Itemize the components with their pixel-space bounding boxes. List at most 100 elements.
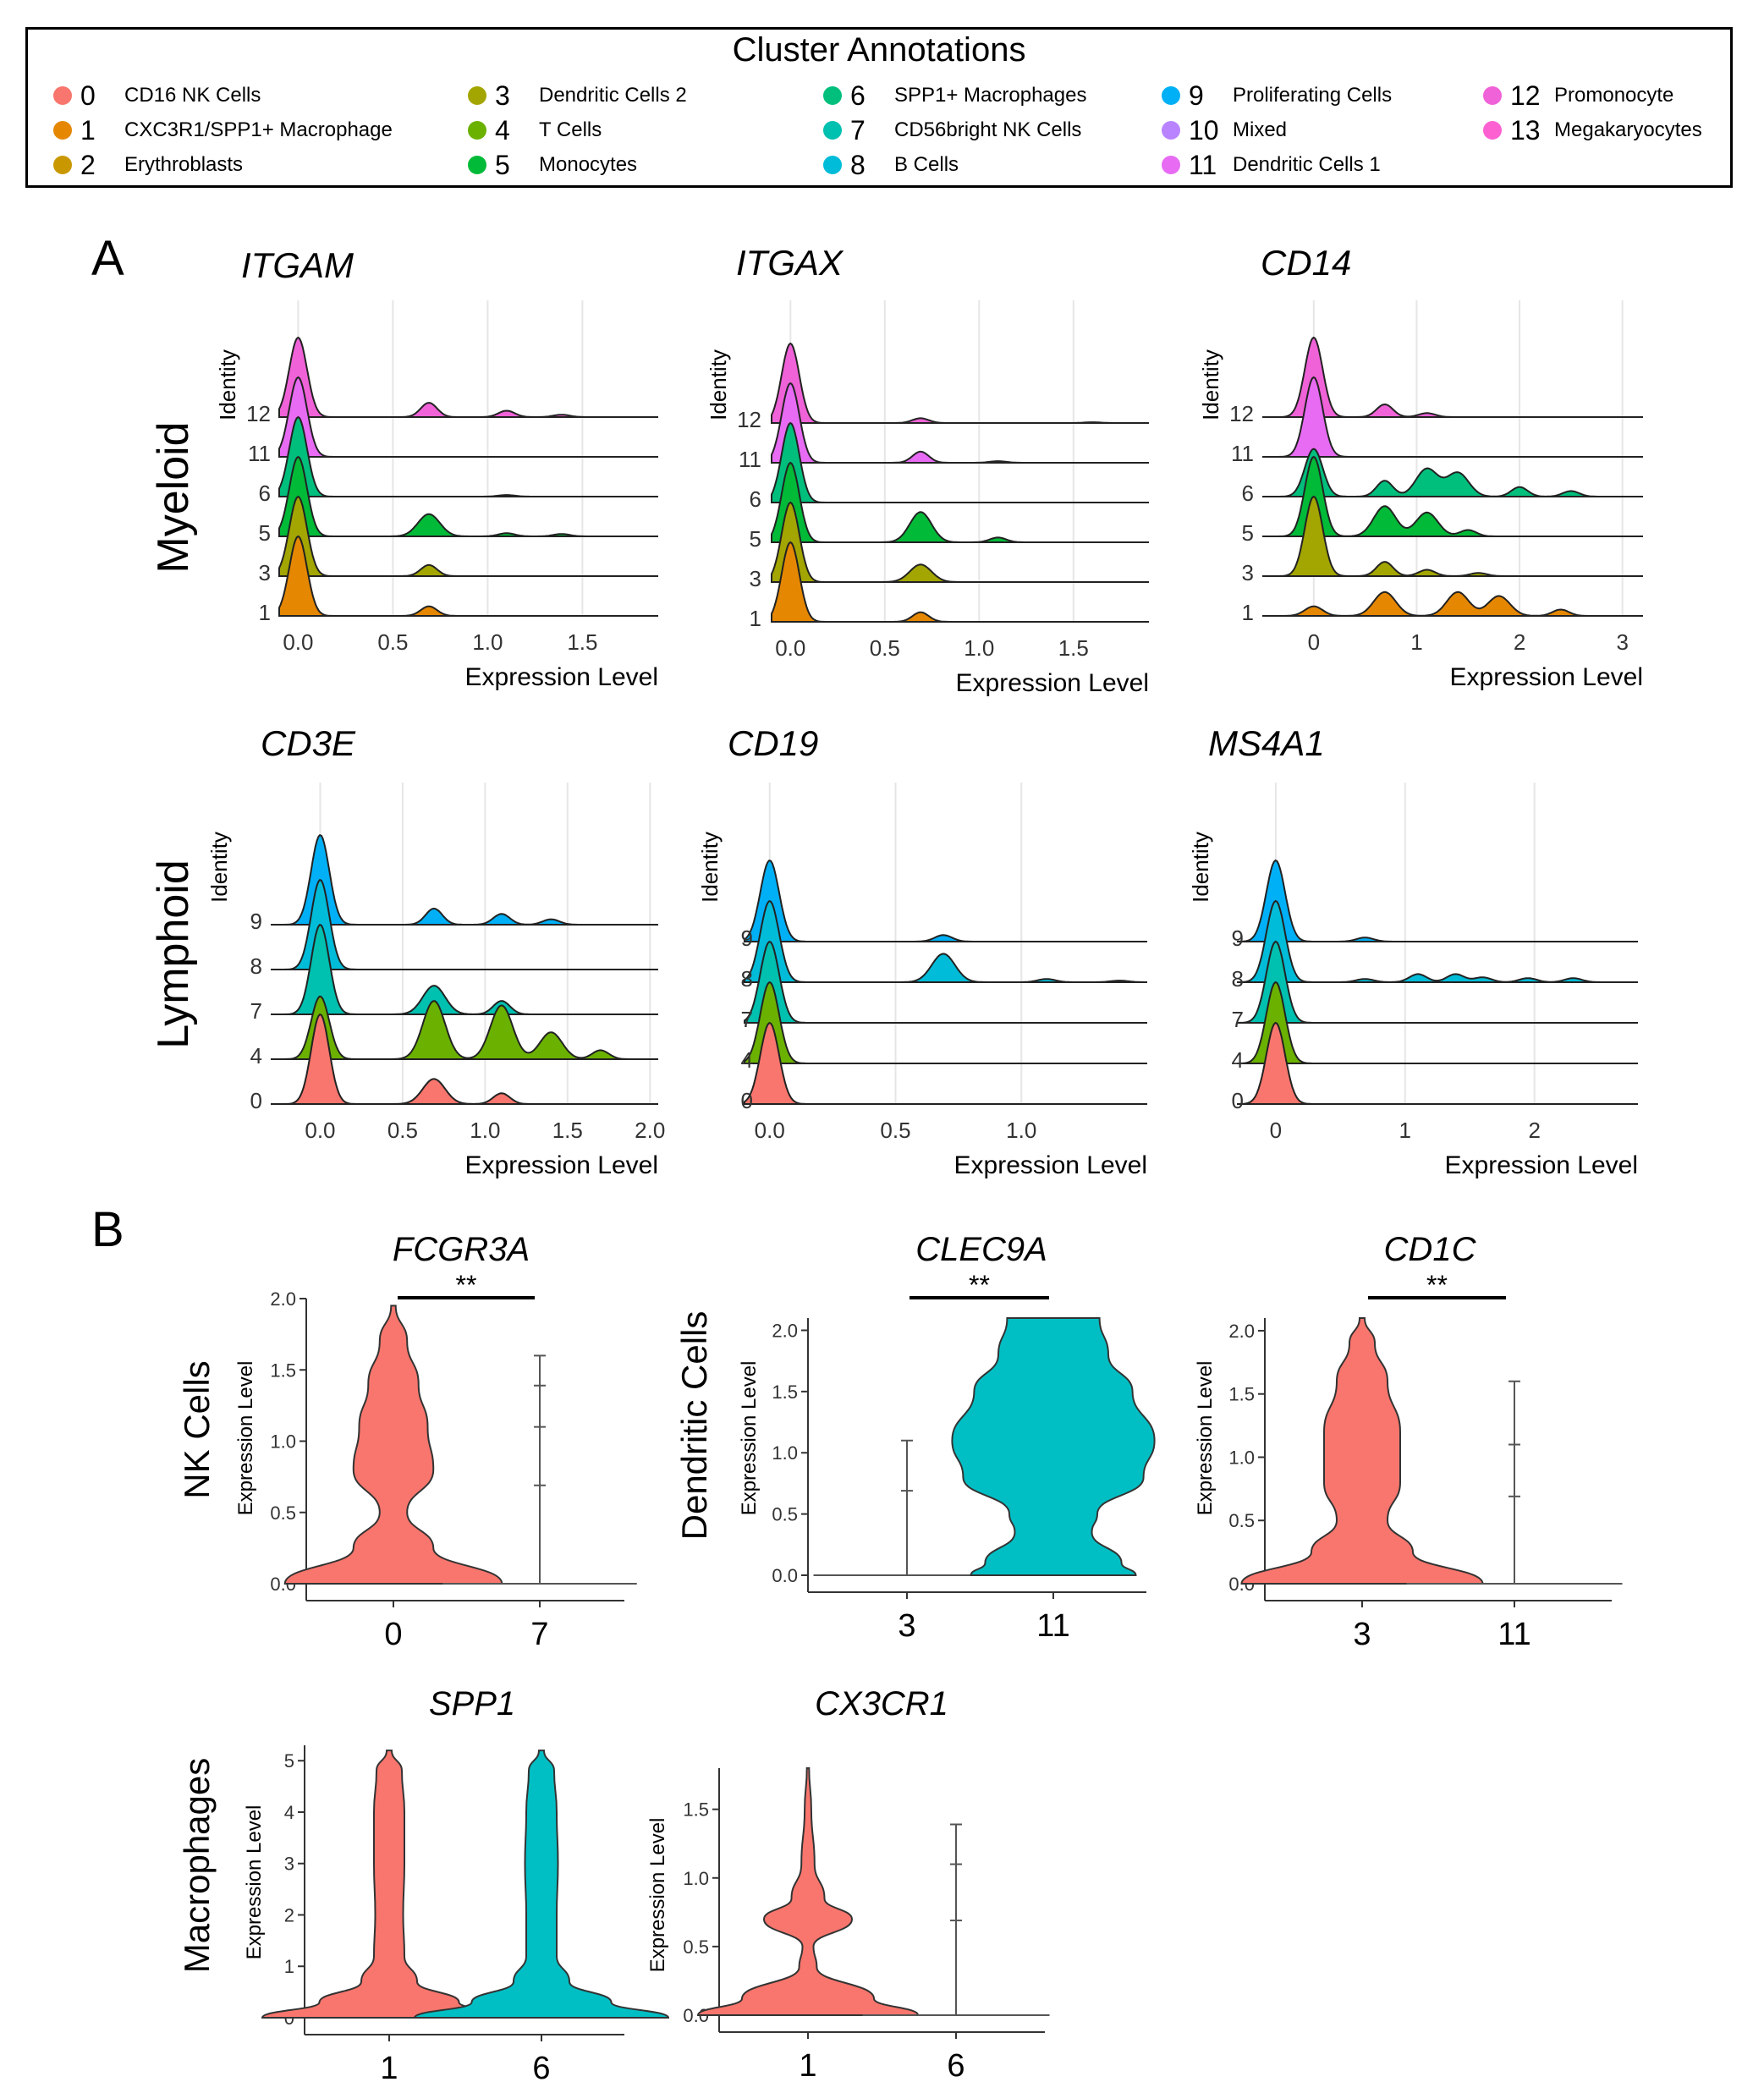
x-tick-label: 2.0 bbox=[635, 1118, 665, 1143]
ridge-identity-12 bbox=[1262, 336, 1643, 418]
chart-title: MS4A1 bbox=[1208, 723, 1325, 763]
legend-item: 1 CXC3R1/SPP1+ Macrophage bbox=[53, 115, 393, 146]
y-tick-label: 2 bbox=[284, 1904, 294, 1925]
identity-tick-label: 5 bbox=[1242, 520, 1254, 546]
significance-label: ** bbox=[456, 1270, 477, 1300]
x-tick-label: 0 bbox=[1270, 1118, 1282, 1143]
legend-label: CD16 NK Cells bbox=[124, 84, 261, 107]
identity-tick-label: 5 bbox=[750, 526, 761, 552]
identity-tick-label: 7 bbox=[250, 998, 262, 1024]
legend-swatch bbox=[1483, 86, 1502, 105]
chart-title: CX3CR1 bbox=[815, 1685, 948, 1722]
row-label-myeloid: Myeloid bbox=[149, 421, 198, 573]
legend-item: 6 SPP1+ Macrophages bbox=[823, 80, 1086, 111]
y-tick-label: 0.0 bbox=[772, 1565, 798, 1586]
y-tick-label: 1.5 bbox=[1228, 1384, 1255, 1405]
legend-swatch bbox=[53, 121, 72, 140]
ridge-identity-0 bbox=[271, 1013, 658, 1105]
y-tick-label: 1.5 bbox=[270, 1360, 296, 1381]
x-tick-label: 3 bbox=[1353, 1617, 1371, 1652]
ridge-identity-5 bbox=[278, 455, 658, 537]
y-axis-label: Expression Level bbox=[234, 1361, 257, 1516]
y-axis-label: Identity bbox=[706, 349, 731, 420]
legend-swatch bbox=[468, 121, 486, 140]
x-tick-label: 1 bbox=[1410, 629, 1422, 655]
y-axis-label: Expression Level bbox=[738, 1361, 761, 1516]
ridge-identity-5 bbox=[771, 461, 1149, 543]
x-tick-label: 1.0 bbox=[470, 1118, 500, 1143]
x-axis-label: Expression Level bbox=[1450, 663, 1643, 691]
identity-tick-label: 9 bbox=[1232, 926, 1244, 951]
x-tick-label: 1 bbox=[799, 2048, 816, 2084]
identity-tick-label: 1 bbox=[1242, 600, 1254, 625]
ridge-identity-7 bbox=[271, 923, 658, 1015]
identity-tick-label: 5 bbox=[259, 520, 271, 546]
ridge-identity-11 bbox=[771, 382, 1149, 464]
identity-tick-label: 9 bbox=[250, 909, 262, 934]
x-tick-label: 1.0 bbox=[1006, 1118, 1036, 1143]
legend-cluster-id: 4 bbox=[495, 114, 510, 146]
chart-title: CD14 bbox=[1261, 243, 1351, 283]
x-tick-label: 6 bbox=[947, 2048, 964, 2084]
y-tick-label: 1.5 bbox=[683, 1799, 709, 1821]
ridge-identity-1 bbox=[278, 535, 658, 617]
x-tick-label: 1.5 bbox=[567, 629, 597, 655]
ridge-identity-5 bbox=[1262, 455, 1643, 537]
ridge-identity-9 bbox=[271, 833, 658, 926]
row-label: Dendritic Cells bbox=[674, 1311, 714, 1541]
legend-cluster-id: 13 bbox=[1510, 114, 1541, 146]
identity-tick-label: 0 bbox=[1232, 1088, 1244, 1113]
legend-swatch bbox=[1162, 86, 1180, 105]
identity-tick-label: 12 bbox=[737, 407, 761, 432]
identity-tick-label: 11 bbox=[739, 447, 761, 472]
legend-box: Cluster Annotations 0 CD16 NK Cells 1 CXC3R… bbox=[25, 27, 1733, 188]
identity-tick-label: 8 bbox=[250, 953, 262, 979]
identity-tick-label: 8 bbox=[741, 966, 753, 992]
legend-cluster-id: 1 bbox=[80, 114, 96, 146]
ridge-identity-9 bbox=[1237, 859, 1638, 942]
legend-swatch bbox=[468, 156, 486, 174]
significance-label: ** bbox=[969, 1270, 990, 1300]
ridge-identity-9 bbox=[744, 859, 1147, 942]
legend-label: CXC3R1/SPP1+ Macrophage bbox=[124, 118, 393, 141]
y-tick-label: 2.0 bbox=[1228, 1321, 1255, 1342]
legend-cluster-id: 8 bbox=[850, 149, 866, 180]
legend-label: Monocytes bbox=[539, 153, 638, 176]
significance-label: ** bbox=[1426, 1270, 1448, 1300]
chart-title: CD1C bbox=[1384, 1231, 1477, 1268]
ridgeline-chart-itgax: 0.0 0.5 1.0 1.5 Expression Level ITGAX Identit… bbox=[706, 243, 1149, 697]
row-label-lymphoid: Lymphoid bbox=[149, 860, 198, 1049]
x-tick-label: 1.5 bbox=[552, 1118, 583, 1143]
y-tick-label: 1 bbox=[284, 1956, 294, 1977]
ridgeline-chart-cd19: 0.0 0.5 1.0 Expression Level CD19 Identity 9 8 7… bbox=[697, 723, 1147, 1179]
legend-cluster-id: 12 bbox=[1510, 80, 1541, 111]
legend-item: 0 CD16 NK Cells bbox=[53, 80, 261, 111]
legend-item: 13 Megakaryocytes bbox=[1483, 115, 1702, 146]
identity-tick-label: 9 bbox=[741, 926, 753, 951]
legend-item: 5 Monocytes bbox=[468, 150, 637, 180]
ridge-identity-8 bbox=[271, 878, 658, 970]
y-axis-label: Identity bbox=[697, 832, 723, 903]
legend-label: Megakaryocytes bbox=[1554, 118, 1702, 141]
y-axis-label: Identity bbox=[1198, 349, 1223, 420]
legend-swatch bbox=[823, 86, 842, 105]
ridge-identity-0 bbox=[744, 1021, 1147, 1105]
identity-tick-label: 4 bbox=[741, 1047, 753, 1073]
legend-label: Proliferating Cells bbox=[1233, 84, 1393, 107]
ridge-identity-1 bbox=[1262, 591, 1643, 617]
identity-tick-label: 4 bbox=[1232, 1047, 1244, 1073]
x-tick-label: 0.5 bbox=[387, 1118, 418, 1143]
legend-cluster-id: 0 bbox=[80, 80, 96, 111]
x-tick-label: 1.0 bbox=[964, 635, 994, 661]
y-tick-label: 0.5 bbox=[1228, 1510, 1255, 1531]
y-tick-label: 1.0 bbox=[270, 1431, 296, 1453]
panel-b-label: B bbox=[91, 1202, 124, 1257]
legend-swatch bbox=[823, 156, 842, 174]
legend-label: Promonocyte bbox=[1554, 84, 1674, 107]
x-axis-label: Expression Level bbox=[1445, 1151, 1638, 1179]
y-tick-label: 3 bbox=[284, 1854, 294, 1875]
y-tick-label: 2.0 bbox=[270, 1288, 296, 1310]
